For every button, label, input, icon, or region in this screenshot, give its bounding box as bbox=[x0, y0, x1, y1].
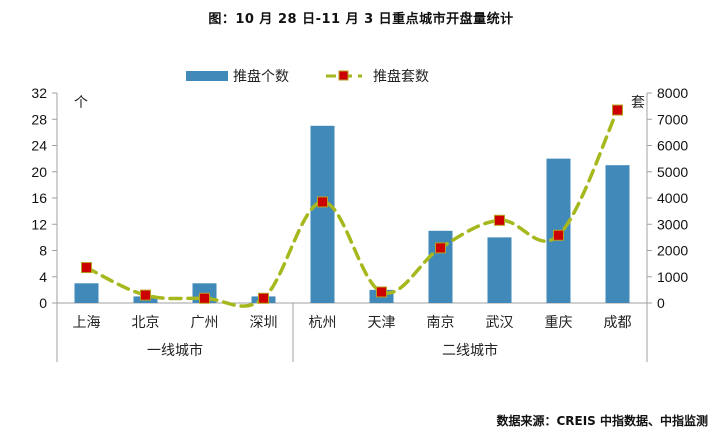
left-tick-label: 20 bbox=[31, 164, 47, 180]
line-marker bbox=[435, 242, 446, 254]
line-marker bbox=[553, 229, 564, 241]
left-tick-label: 24 bbox=[31, 138, 47, 154]
bar bbox=[487, 237, 512, 303]
legend-line-label: 推盘套数 bbox=[373, 68, 429, 85]
legend: 推盘个数 推盘套数 bbox=[186, 68, 429, 85]
left-axis-unit: 个 bbox=[74, 95, 88, 111]
line-marker bbox=[199, 292, 210, 304]
right-tick-label: 0 bbox=[657, 295, 665, 311]
category-label: 杭州 bbox=[309, 315, 337, 331]
category-label: 深圳 bbox=[250, 315, 278, 331]
right-tick-label: 3000 bbox=[657, 216, 688, 232]
line-marker bbox=[317, 196, 328, 208]
right-tick-label: 2000 bbox=[657, 243, 688, 259]
left-tick-label: 0 bbox=[39, 295, 47, 311]
right-tick-label: 8000 bbox=[657, 85, 688, 101]
legend-marker-swatch bbox=[338, 70, 349, 81]
chart-title: 图：10 月 28 日-11 月 3 日重点城市开盘量统计 bbox=[208, 12, 514, 27]
bar-series bbox=[74, 125, 630, 303]
left-tick-label: 28 bbox=[31, 111, 47, 127]
axes: 0 4 8 12 16 20 24 28 32 0 1000 2000 3000 4000 5000 6000… bbox=[31, 85, 688, 362]
category-label: 北京 bbox=[132, 315, 160, 331]
category-label: 天津 bbox=[368, 315, 396, 331]
right-tick-label: 5000 bbox=[657, 164, 688, 180]
left-tick-label: 32 bbox=[31, 85, 47, 101]
group-label: 二线城市 bbox=[442, 342, 498, 359]
line-path bbox=[84, 108, 620, 308]
data-source-note: 数据来源：CREIS 中指数据、中指监测 bbox=[496, 414, 708, 428]
bar bbox=[428, 230, 453, 303]
category-label: 成都 bbox=[604, 315, 632, 331]
line-marker bbox=[376, 286, 387, 298]
line-marker bbox=[140, 289, 151, 301]
category-label: 南京 bbox=[427, 315, 455, 331]
right-tick-label: 1000 bbox=[657, 269, 688, 285]
line-marker bbox=[612, 104, 623, 116]
category-label: 重庆 bbox=[545, 315, 573, 331]
group-label: 一线城市 bbox=[147, 342, 203, 359]
bar bbox=[605, 165, 630, 303]
line-marker bbox=[81, 262, 92, 274]
right-axis-unit: 套 bbox=[631, 95, 645, 111]
bar bbox=[310, 125, 335, 303]
line-series bbox=[81, 104, 623, 308]
category-label: 广州 bbox=[191, 315, 219, 331]
left-tick-label: 16 bbox=[31, 190, 47, 206]
left-tick-label: 8 bbox=[39, 243, 47, 259]
right-tick-label: 6000 bbox=[657, 138, 688, 154]
category-label: 武汉 bbox=[486, 315, 514, 331]
legend-bar-label: 推盘个数 bbox=[233, 68, 289, 85]
legend-bar-swatch bbox=[186, 71, 228, 81]
right-tick-label: 7000 bbox=[657, 111, 688, 127]
left-tick-label: 12 bbox=[31, 216, 47, 232]
line-marker bbox=[494, 214, 505, 226]
category-label: 上海 bbox=[73, 315, 101, 331]
bar bbox=[74, 283, 99, 303]
right-tick-label: 4000 bbox=[657, 190, 688, 206]
left-tick-label: 4 bbox=[39, 269, 47, 285]
line-marker bbox=[258, 292, 269, 304]
